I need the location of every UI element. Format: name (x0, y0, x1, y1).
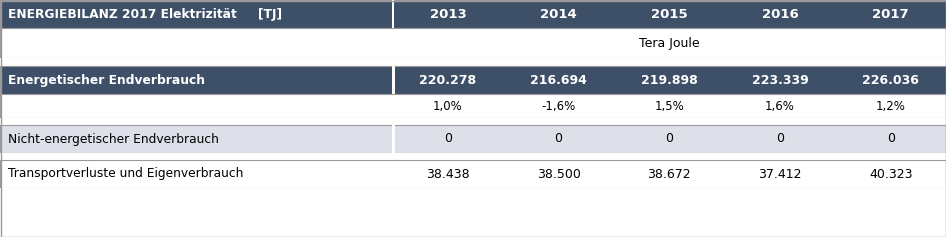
Bar (0, 94, 946, 118)
Text: 219.898: 219.898 (641, 73, 697, 87)
Bar (392, 66, 394, 94)
Text: 223.339: 223.339 (752, 73, 808, 87)
Text: 38.500: 38.500 (536, 168, 581, 181)
Text: 2013: 2013 (429, 8, 466, 20)
Text: 0: 0 (554, 132, 563, 146)
Bar (0, 0, 946, 28)
Bar (0, 58, 946, 66)
Bar (0, 153, 946, 160)
Text: 37.412: 37.412 (759, 168, 801, 181)
Text: Energetischer Endverbrauch: Energetischer Endverbrauch (8, 73, 205, 87)
Text: 1,6%: 1,6% (765, 100, 795, 113)
Text: 0: 0 (776, 132, 784, 146)
Text: ENERGIEBILANZ 2017 Elektrizität     [TJ]: ENERGIEBILANZ 2017 Elektrizität [TJ] (8, 8, 282, 20)
Bar (0, 188, 946, 237)
Bar (0, 125, 946, 153)
Text: 2016: 2016 (762, 8, 798, 20)
Text: Nicht-energetischer Endverbrauch: Nicht-energetischer Endverbrauch (8, 132, 219, 146)
Text: 40.323: 40.323 (869, 168, 912, 181)
Text: 1,5%: 1,5% (655, 100, 684, 113)
Text: Tera Joule: Tera Joule (639, 36, 700, 50)
Text: 1,2%: 1,2% (876, 100, 905, 113)
Text: 226.036: 226.036 (862, 73, 920, 87)
Text: 216.694: 216.694 (530, 73, 587, 87)
Text: 38.672: 38.672 (647, 168, 692, 181)
Bar (392, 0, 394, 28)
Text: -1,6%: -1,6% (541, 100, 576, 113)
Text: 2014: 2014 (540, 8, 577, 20)
Bar (0, 160, 946, 188)
Bar (392, 125, 394, 153)
Text: 0: 0 (886, 132, 895, 146)
Text: 2015: 2015 (651, 8, 688, 20)
Bar (0, 28, 946, 58)
Text: Transportverluste und Eigenverbrauch: Transportverluste und Eigenverbrauch (8, 168, 243, 181)
Bar (0, 118, 946, 125)
Text: 0: 0 (665, 132, 674, 146)
Text: 1,0%: 1,0% (433, 100, 463, 113)
Text: 220.278: 220.278 (419, 73, 477, 87)
Text: 0: 0 (444, 132, 452, 146)
Bar (0, 66, 946, 94)
Text: 2017: 2017 (872, 8, 909, 20)
Text: 38.438: 38.438 (426, 168, 470, 181)
